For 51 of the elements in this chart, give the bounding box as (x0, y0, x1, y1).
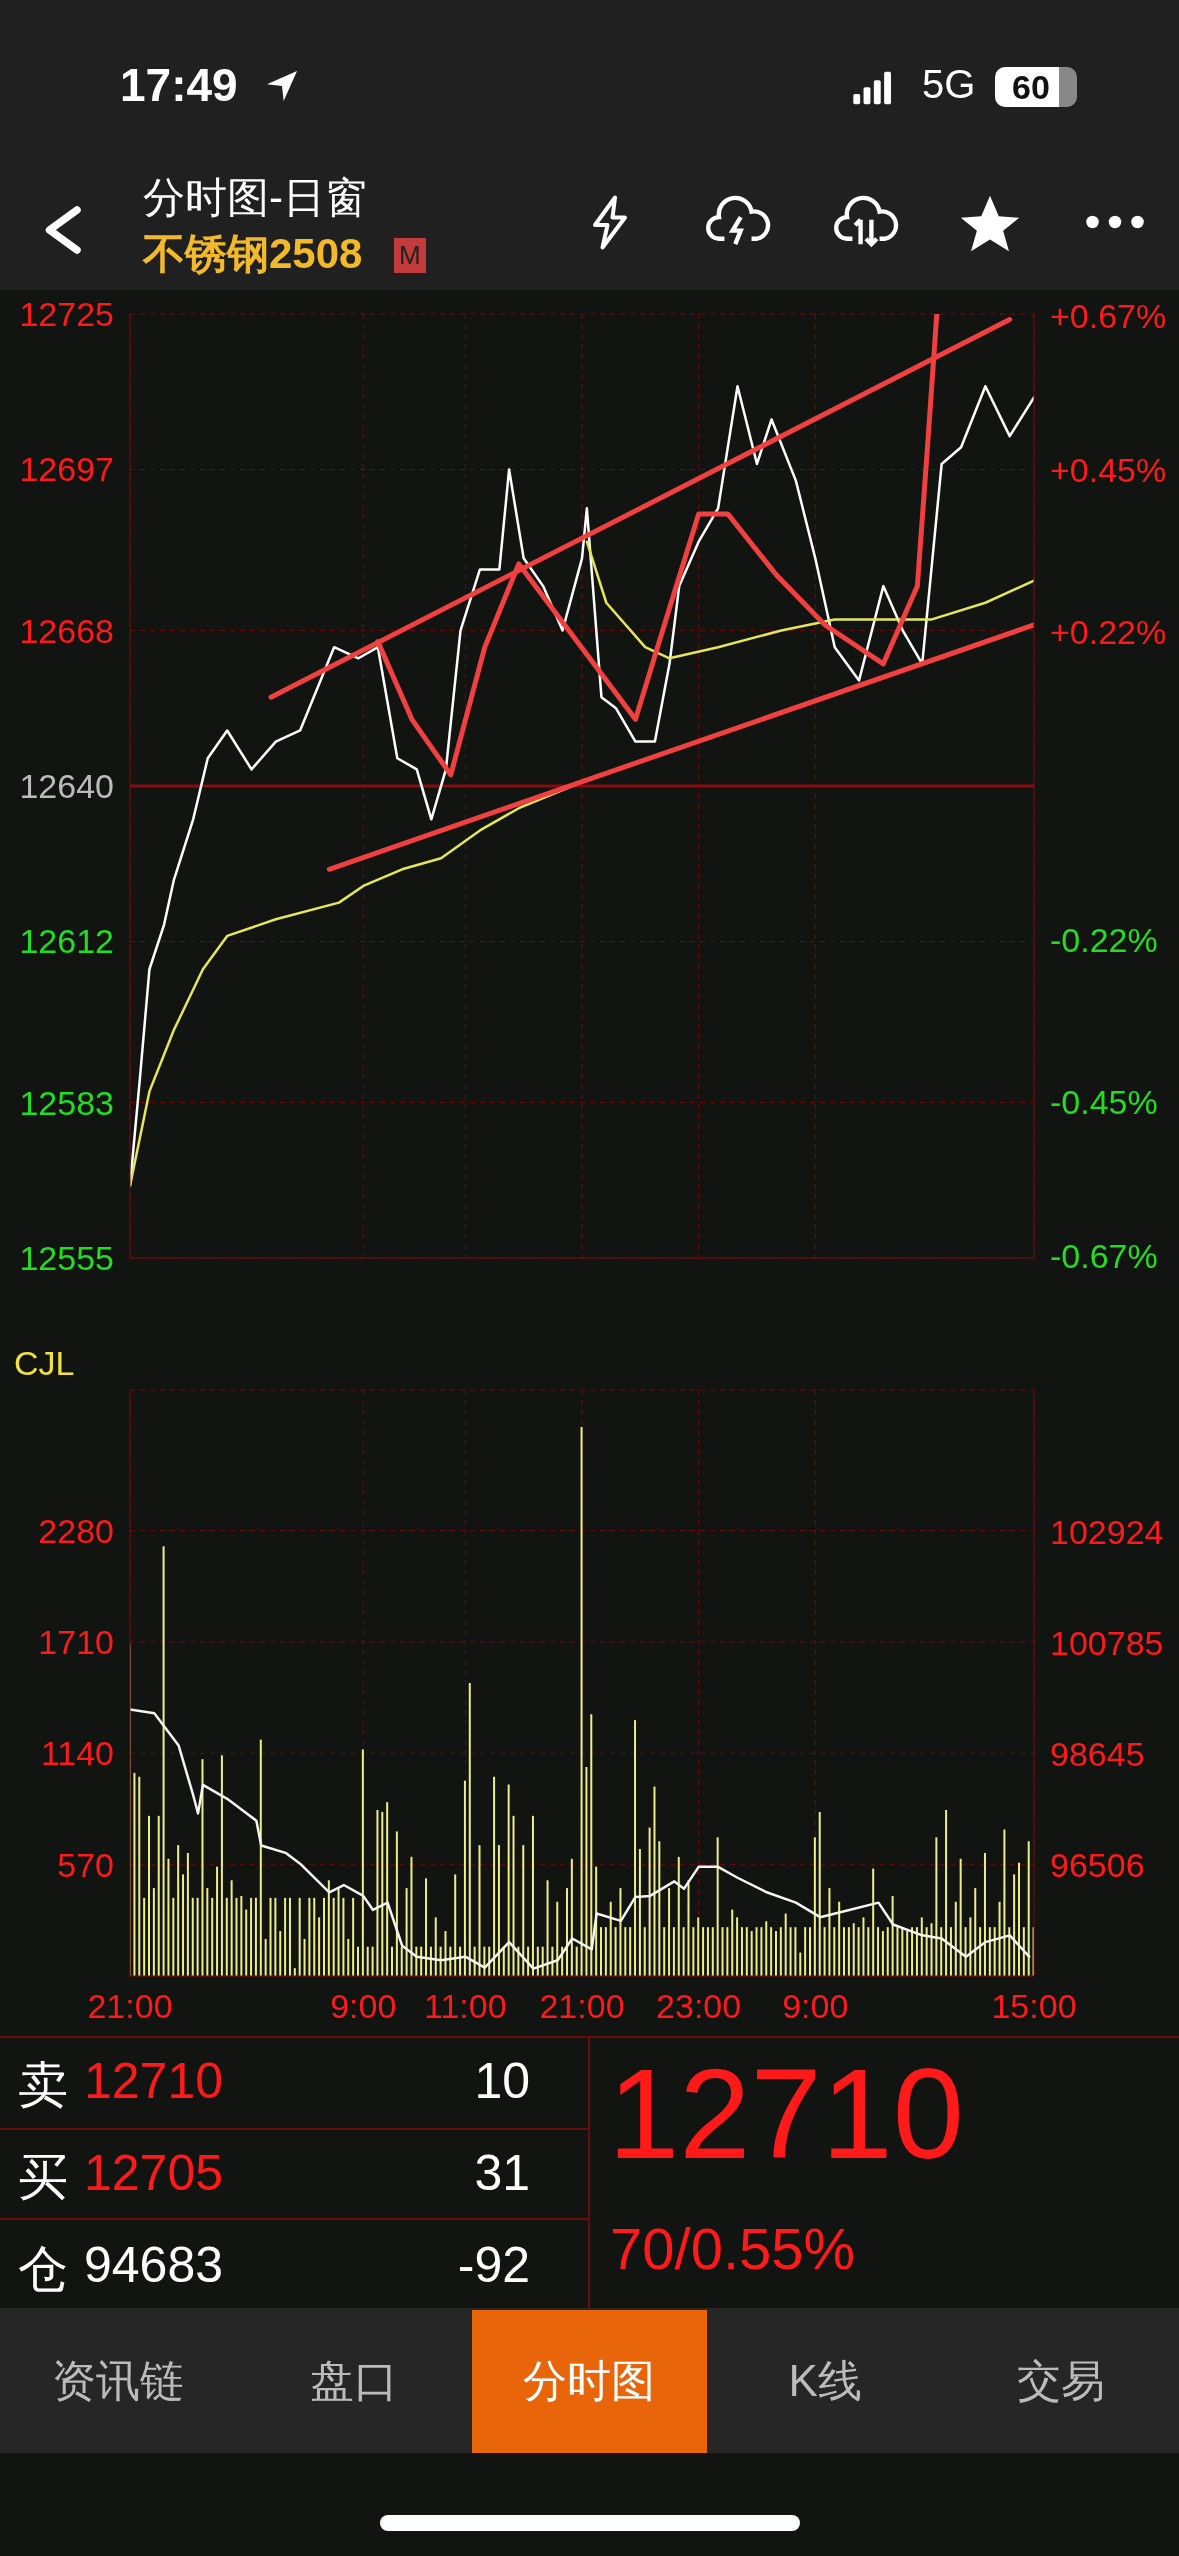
y2-tick-label: +0.45% (1050, 451, 1167, 490)
text: 分时图 (471, 2310, 708, 2453)
text: 仓 (18, 2240, 68, 2299)
text: 12710 (608, 2041, 964, 2187)
chart-subtitle: 不锈钢2508 (143, 229, 363, 279)
y-tick-label: 12668 (19, 611, 114, 650)
y2-tick-label: -0.45% (1050, 1082, 1158, 1121)
y-tick-label: 2280 (38, 1511, 114, 1550)
y2-tick-label: -0.67% (1050, 1237, 1158, 1276)
y-tick-label: 12697 (19, 450, 114, 489)
y-tick-label: 570 (57, 1845, 114, 1884)
text: 资讯链 (50, 2355, 185, 2407)
text: 交易 (1016, 2355, 1107, 2407)
y-tick-label: 12583 (19, 1083, 114, 1122)
chart-title: 分时图-日窗 (143, 173, 367, 223)
y2-tick-label: 102924 (1050, 1512, 1164, 1551)
x-tick-label: 21:00 (87, 1987, 173, 2025)
y2-tick-label: 98645 (1050, 1734, 1145, 1773)
y2-tick-label: +0.67% (1050, 296, 1167, 335)
x-tick-label: 11:00 (424, 1987, 507, 2025)
x-tick-label: 15:00 (991, 1987, 1077, 2025)
text: 17:49 (120, 58, 238, 112)
y-tick-label: 1140 (40, 1734, 114, 1773)
y-tick-label: 12640 (19, 767, 114, 805)
text: 买 (18, 2148, 68, 2207)
x-tick-label: 21:00 (539, 1987, 625, 2025)
text: 10 (474, 2052, 530, 2110)
text: 60 (1012, 68, 1050, 107)
y-tick-label: 12555 (19, 1239, 114, 1277)
text: 5G (922, 62, 976, 107)
x-tick-label: 9:00 (330, 1987, 397, 2025)
text: 12705 (84, 2144, 224, 2202)
y2-tick-label: +0.22% (1050, 612, 1167, 651)
text: 70/0.55% (610, 2215, 856, 2282)
text: 31 (474, 2144, 530, 2202)
text: -92 (457, 2236, 530, 2294)
y-axis-title: CJL (14, 1344, 75, 1383)
y2-tick-label: 96506 (1050, 1845, 1145, 1884)
text: 12710 (84, 2052, 224, 2110)
y-tick-label: 12725 (19, 295, 114, 333)
text: 盘口 (308, 2355, 399, 2407)
text: 卖 (18, 2056, 68, 2115)
y-tick-label: 1710 (38, 1622, 114, 1661)
y-tick-label: 12612 (19, 922, 114, 961)
x-tick-label: 9:00 (782, 1987, 849, 2025)
text: K线 (787, 2355, 863, 2407)
text: 94683 (84, 2236, 224, 2294)
y2-tick-label: 100785 (1050, 1623, 1164, 1662)
text: M (394, 238, 426, 273)
x-tick-label: 23:00 (656, 1987, 742, 2025)
y2-tick-label: -0.22% (1050, 921, 1158, 960)
